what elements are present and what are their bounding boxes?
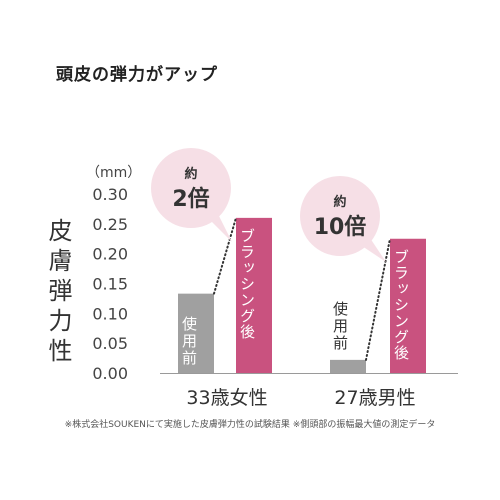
footnote: ※株式会社SOUKENにて実施した皮膚弾力性の試験結果 ※側頭部の振幅最大値の測…	[64, 420, 436, 430]
y-tick-label: 0.25	[92, 215, 128, 234]
bubble-ratio: 2倍	[172, 186, 209, 212]
y-axis-label: 皮膚弾力性	[44, 218, 72, 368]
bar-label-before: 使用前	[331, 301, 349, 352]
bubble-prefix: 約	[184, 166, 197, 182]
y-tick-label: 0.15	[92, 275, 128, 294]
y-tick-label: 0.30	[92, 185, 128, 204]
bar-after	[236, 217, 272, 373]
category-label: 33歳女性	[186, 387, 267, 409]
bar-label-after: ブラッシング後	[392, 249, 410, 361]
bubble-tail	[210, 214, 232, 242]
chart-title: 頭皮の弾力がアップ	[56, 65, 218, 85]
bubble-prefix: 約	[333, 194, 346, 210]
bar-after	[390, 238, 426, 373]
y-tick-label: 0.00	[92, 364, 128, 383]
ratio-bubble	[151, 148, 231, 228]
bar-before	[330, 359, 366, 373]
y-tick-label: 0.05	[92, 334, 128, 353]
y-tick-label: 0.20	[92, 245, 128, 264]
bar-label-after: ブラッシング後	[238, 228, 256, 340]
bubble-ratio: 10倍	[314, 214, 367, 240]
bar-label-before: 使用前	[180, 316, 198, 367]
y-axis-unit: （mm）	[86, 165, 141, 181]
y-tick-label: 0.10	[92, 304, 128, 323]
category-label: 27歳男性	[334, 387, 415, 409]
growth-connector	[213, 216, 237, 295]
growth-connector	[365, 237, 391, 361]
bar-before	[178, 293, 214, 373]
ratio-bubble	[300, 176, 380, 256]
